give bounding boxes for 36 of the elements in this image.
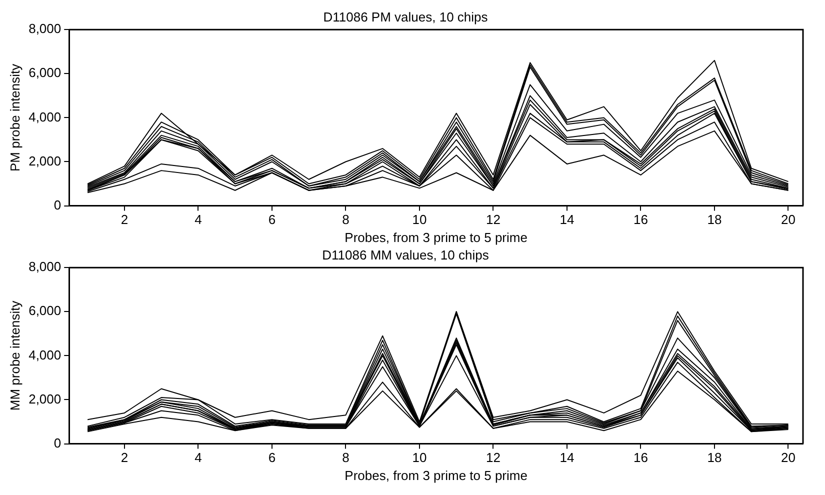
- x-axis-title: Probes, from 3 prime to 5 prime: [344, 230, 528, 245]
- y-tick-label: 2,000: [28, 153, 62, 168]
- x-tick-label: 10: [412, 212, 427, 228]
- x-tick-label: 20: [781, 212, 796, 228]
- x-tick-label: 14: [560, 450, 574, 466]
- y-tick-label: 8,000: [28, 21, 62, 36]
- x-tick-label: 6: [268, 450, 276, 466]
- y-tick-label: 6,000: [28, 65, 62, 80]
- x-tick-label: 20: [781, 450, 796, 466]
- y-tick-label: 4,000: [28, 347, 62, 362]
- x-tick-label: 6: [268, 212, 276, 228]
- chart-title: D11086 MM values, 10 chips: [322, 247, 490, 262]
- x-tick-label: 8: [342, 450, 350, 466]
- x-tick-label: 8: [342, 212, 350, 228]
- x-tick-label: 4: [194, 450, 202, 466]
- x-tick-label: 4: [194, 212, 202, 228]
- x-tick-label: 10: [412, 450, 427, 466]
- y-tick-label: 8,000: [28, 259, 62, 274]
- x-tick-label: 2: [120, 450, 128, 466]
- x-tick-label: 12: [486, 212, 500, 228]
- x-tick-label: 14: [560, 212, 574, 228]
- y-tick-label: 0: [54, 435, 62, 450]
- x-tick-label: 18: [707, 450, 722, 466]
- x-tick-label: 2: [120, 212, 128, 228]
- y-axis-title: PM probe intensity: [7, 63, 22, 172]
- y-tick-label: 6,000: [28, 303, 62, 318]
- y-tick-label: 0: [54, 197, 62, 212]
- y-axis-title: MM probe intensity: [7, 300, 22, 411]
- x-tick-label: 16: [634, 450, 648, 466]
- x-tick-label: 12: [486, 450, 500, 466]
- x-tick-label: 18: [707, 212, 722, 228]
- chart-title: D11086 PM values, 10 chips: [323, 9, 488, 24]
- x-axis-title: Probes, from 3 prime to 5 prime: [344, 468, 528, 483]
- y-tick-label: 4,000: [28, 109, 62, 124]
- y-tick-label: 2,000: [28, 391, 62, 406]
- x-tick-label: 16: [634, 212, 648, 228]
